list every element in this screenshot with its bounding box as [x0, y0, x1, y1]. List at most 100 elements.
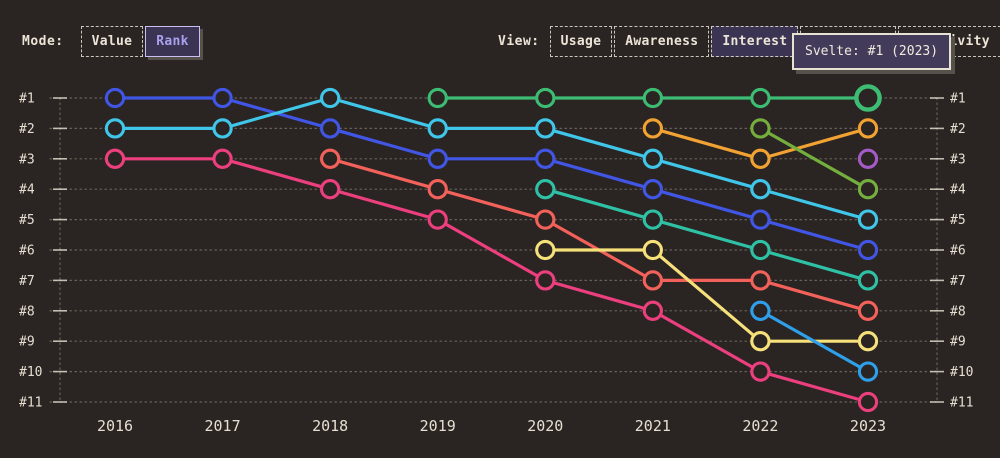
year-label: 2022	[742, 417, 778, 435]
line-sky	[759, 309, 869, 373]
point-coral-2020[interactable]	[535, 209, 556, 230]
point-svelte-green-2020[interactable]	[535, 87, 556, 109]
line-pink	[115, 157, 869, 404]
point-pink-2020[interactable]	[535, 270, 556, 291]
point-cyan-2016[interactable]	[104, 118, 126, 139]
point-blue-2018[interactable]	[319, 118, 341, 139]
point-orange-2023[interactable]	[857, 118, 879, 139]
rank-label-right: #6	[950, 244, 966, 259]
line-cyan	[115, 96, 869, 222]
year-label: 2018	[312, 417, 348, 435]
point-orange-2021[interactable]	[642, 118, 664, 139]
point-pink-2021[interactable]	[642, 300, 664, 321]
year-label: 2020	[527, 417, 563, 435]
point-yellow-2021[interactable]	[642, 239, 664, 261]
rank-label-right: #2	[950, 122, 966, 137]
point-coral-2018[interactable]	[319, 148, 341, 169]
toolbar: Mode: Value Rank View: Usage Awareness I…	[0, 0, 1000, 70]
rank-label-right: #11	[950, 396, 973, 411]
point-pink-2018[interactable]	[319, 179, 341, 200]
point-pink-2023[interactable]	[857, 391, 879, 413]
line-olive	[759, 127, 869, 191]
line-teal	[544, 187, 869, 282]
view-control: View: Usage Awareness Interest Retention…	[498, 26, 1000, 57]
point-yellow-2022[interactable]	[750, 331, 771, 352]
point-coral-2022[interactable]	[750, 270, 771, 291]
rank-label-left: #5	[19, 213, 35, 228]
tooltip-text: Svelte: #1 (2023)	[805, 44, 939, 59]
point-svelte-green-2023[interactable]	[854, 84, 882, 112]
year-label: 2023	[850, 417, 886, 435]
mode-label: Mode:	[22, 34, 64, 49]
rank-label-left: #1	[19, 92, 35, 107]
point-teal-2020[interactable]	[535, 179, 556, 200]
point-svelte-green-2021[interactable]	[642, 87, 664, 109]
mode-control: Mode: Value Rank	[22, 26, 200, 57]
point-pink-2019[interactable]	[427, 209, 448, 230]
point-sky-2022[interactable]	[750, 300, 771, 321]
rank-label-left: #11	[19, 396, 42, 411]
view-option-usage[interactable]: Usage	[549, 26, 613, 57]
point-cyan-2019[interactable]	[427, 118, 448, 139]
year-label: 2021	[635, 417, 671, 435]
rank-label-right: #9	[950, 335, 966, 350]
rank-label-left: #8	[19, 304, 35, 319]
point-orange-2022[interactable]	[750, 148, 771, 169]
rank-label-right: #3	[950, 152, 966, 167]
point-olive-2023[interactable]	[857, 179, 879, 200]
rank-label-right: #7	[950, 274, 966, 289]
year-label: 2019	[420, 417, 456, 435]
rank-label-right: #5	[950, 213, 966, 228]
point-svelte-green-2022[interactable]	[750, 87, 771, 109]
line-coral	[329, 157, 869, 313]
point-cyan-2021[interactable]	[642, 148, 664, 169]
point-svelte-green-2019[interactable]	[427, 87, 448, 109]
point-blue-2019[interactable]	[427, 148, 448, 169]
point-olive-2022[interactable]	[750, 118, 771, 139]
point-cyan-2017[interactable]	[212, 118, 233, 139]
rank-label-left: #9	[19, 335, 35, 350]
rank-label-right: #1	[950, 92, 966, 107]
point-blue-2021[interactable]	[642, 179, 664, 200]
rank-label-left: #4	[19, 183, 35, 198]
point-teal-2023[interactable]	[857, 270, 879, 291]
point-pink-2017[interactable]	[212, 148, 233, 169]
point-teal-2021[interactable]	[642, 209, 664, 230]
point-sky-2023[interactable]	[857, 361, 879, 382]
point-coral-2021[interactable]	[642, 270, 664, 291]
rank-label-left: #10	[19, 365, 42, 380]
point-blue-2016[interactable]	[104, 87, 126, 109]
point-teal-2022[interactable]	[750, 239, 771, 261]
mode-option-rank[interactable]: Rank	[145, 26, 200, 57]
view-label: View:	[498, 34, 540, 49]
hover-tooltip: Svelte: #1 (2023)	[792, 33, 952, 70]
point-yellow-2023[interactable]	[857, 331, 879, 352]
point-pink-2022[interactable]	[750, 361, 771, 382]
point-blue-2022[interactable]	[750, 209, 771, 230]
point-pink-2016[interactable]	[104, 148, 126, 169]
rank-label-left: #7	[19, 274, 35, 289]
point-yellow-2020[interactable]	[535, 239, 556, 261]
view-option-awareness[interactable]: Awareness	[614, 26, 710, 57]
point-cyan-2020[interactable]	[535, 118, 556, 139]
point-blue-2023[interactable]	[857, 239, 879, 261]
point-cyan-2018[interactable]	[319, 87, 341, 109]
point-cyan-2023[interactable]	[857, 209, 879, 230]
rank-label-left: #2	[19, 122, 35, 137]
point-coral-2023[interactable]	[857, 300, 879, 321]
rank-label-right: #8	[950, 304, 966, 319]
rank-label-right: #10	[950, 365, 973, 380]
mode-option-value[interactable]: Value	[80, 26, 144, 57]
point-blue-2020[interactable]	[535, 148, 556, 169]
line-blue	[115, 96, 869, 252]
rank-label-left: #6	[19, 244, 35, 259]
point-cyan-2022[interactable]	[750, 179, 771, 200]
point-purple-2023[interactable]	[857, 148, 879, 169]
rank-label-right: #4	[950, 183, 966, 198]
point-coral-2019[interactable]	[427, 179, 448, 200]
point-blue-2017[interactable]	[212, 87, 233, 109]
year-label: 2016	[97, 417, 133, 435]
view-option-interest[interactable]: Interest	[711, 26, 799, 57]
